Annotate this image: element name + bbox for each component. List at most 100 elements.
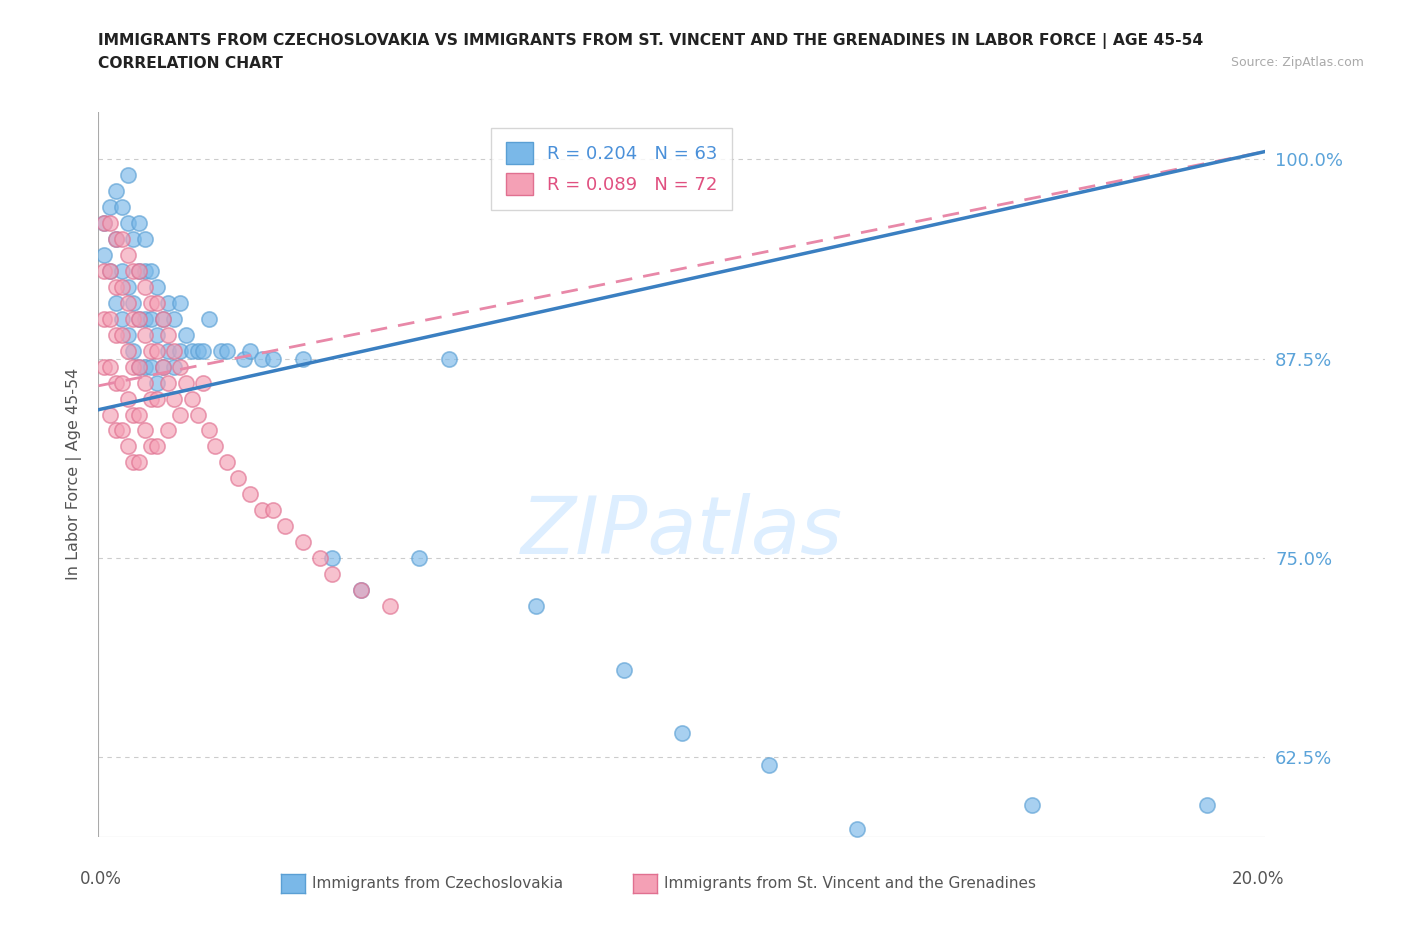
Point <box>128 263 150 278</box>
Point <box>122 343 145 358</box>
Point <box>117 280 139 295</box>
Point <box>104 423 127 438</box>
Text: Immigrants from St. Vincent and the Grenadines: Immigrants from St. Vincent and the Gren… <box>664 876 1036 891</box>
Point <box>198 423 221 438</box>
Point <box>139 343 162 358</box>
Point <box>524 598 547 613</box>
Point <box>250 503 273 518</box>
Point <box>262 503 284 518</box>
Point <box>134 263 156 278</box>
Point <box>174 375 197 390</box>
Point <box>111 280 134 295</box>
Point <box>98 263 121 278</box>
Point <box>104 232 127 246</box>
Point <box>111 263 134 278</box>
Point <box>228 471 250 485</box>
Point <box>128 312 150 326</box>
Point <box>239 486 262 501</box>
Legend: R = 0.204   N = 63, R = 0.089   N = 72: R = 0.204 N = 63, R = 0.089 N = 72 <box>492 128 733 210</box>
Point <box>134 375 156 390</box>
Point <box>187 407 209 422</box>
Point <box>134 359 156 374</box>
Point <box>117 247 139 262</box>
Point <box>152 312 174 326</box>
Text: Immigrants from Czechoslovakia: Immigrants from Czechoslovakia <box>312 876 564 891</box>
Point <box>98 407 121 422</box>
Point <box>111 232 134 246</box>
Point <box>93 312 115 326</box>
Text: 0.0%: 0.0% <box>80 870 122 888</box>
Point <box>93 216 115 231</box>
Point <box>146 327 169 342</box>
Point <box>93 359 115 374</box>
Point <box>180 392 202 406</box>
Point <box>262 352 284 366</box>
Point <box>157 375 180 390</box>
Point <box>134 423 156 438</box>
Point <box>128 216 150 231</box>
Point <box>169 296 191 311</box>
Point <box>122 312 145 326</box>
Point <box>139 392 162 406</box>
Point <box>139 312 162 326</box>
Point <box>1021 798 1043 813</box>
Point <box>239 343 262 358</box>
Point <box>128 359 150 374</box>
Point <box>204 439 226 454</box>
Point <box>128 359 150 374</box>
Point <box>134 280 156 295</box>
Point <box>321 566 343 581</box>
Point <box>1195 798 1218 813</box>
Point <box>309 551 332 565</box>
Point <box>209 343 232 358</box>
Point <box>671 726 693 741</box>
Point <box>104 280 127 295</box>
Point <box>321 551 343 565</box>
Point <box>139 359 162 374</box>
Point <box>98 200 121 215</box>
Y-axis label: In Labor Force | Age 45-54: In Labor Force | Age 45-54 <box>66 368 82 580</box>
Point <box>93 247 115 262</box>
Point <box>104 327 127 342</box>
Point <box>134 232 156 246</box>
Point <box>187 343 209 358</box>
Point <box>122 359 145 374</box>
Text: 20.0%: 20.0% <box>1232 870 1285 888</box>
Point <box>98 312 121 326</box>
Point <box>117 327 139 342</box>
Point <box>233 352 256 366</box>
Point <box>128 455 150 470</box>
Point <box>111 327 134 342</box>
Point <box>104 375 127 390</box>
Point <box>157 296 180 311</box>
Point <box>117 392 139 406</box>
Point <box>169 343 191 358</box>
Point <box>146 296 169 311</box>
Point <box>174 327 197 342</box>
Point <box>146 343 169 358</box>
Point <box>104 296 127 311</box>
Point <box>408 551 430 565</box>
Point <box>117 343 139 358</box>
Point <box>98 263 121 278</box>
Point <box>134 312 156 326</box>
Point <box>157 327 180 342</box>
Point <box>612 662 634 677</box>
Point <box>152 359 174 374</box>
Point <box>146 392 169 406</box>
Point <box>152 312 174 326</box>
Point <box>128 312 150 326</box>
Point <box>291 352 314 366</box>
Point <box>1108 877 1130 892</box>
Point <box>380 598 402 613</box>
Point <box>193 343 215 358</box>
Point <box>146 375 169 390</box>
Point <box>122 407 145 422</box>
Point <box>157 423 180 438</box>
Point <box>163 359 186 374</box>
Point <box>215 343 238 358</box>
Point <box>146 439 169 454</box>
Text: ZIPatlas: ZIPatlas <box>520 493 844 571</box>
Point <box>152 359 174 374</box>
Point <box>139 263 162 278</box>
